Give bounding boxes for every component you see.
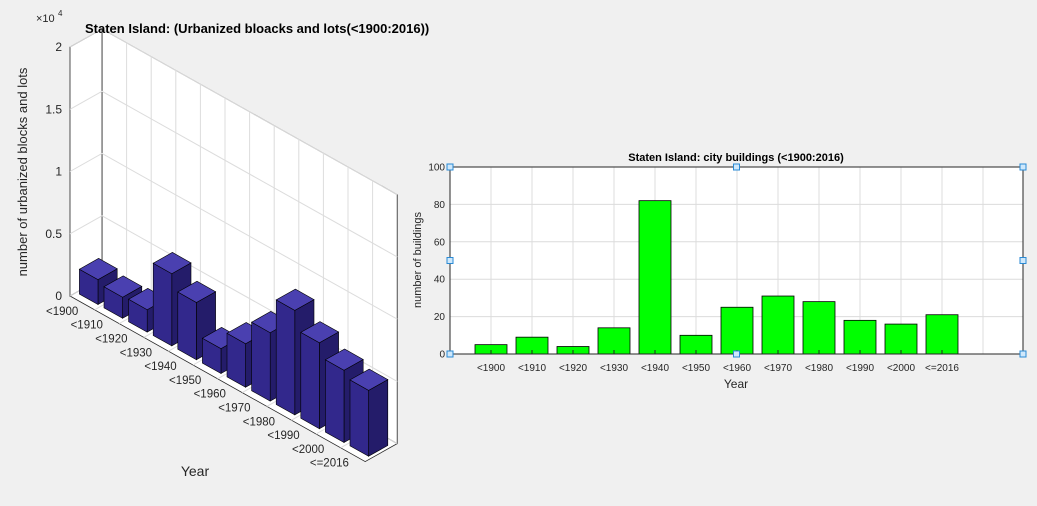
chart3d-bar-top <box>275 288 315 311</box>
chart3d-xtick-label: <1920 <box>95 334 127 346</box>
resize-handle[interactable] <box>1019 163 1027 171</box>
chart3d-bar-side <box>368 379 389 457</box>
chart3d-bar-top <box>300 321 340 344</box>
chart2d-xtick-label: <1950 <box>682 363 711 374</box>
chart3d-bar-top <box>103 275 143 298</box>
chart2d-ytick-label: 100 <box>428 163 445 174</box>
chart3d-xtick-label: <1990 <box>267 430 299 442</box>
chart2d-xtick-label: <1960 <box>723 363 752 374</box>
chart2d-bar <box>720 306 754 355</box>
chart3d-xtick-label: <1900 <box>46 306 78 318</box>
chart3d-ytick-label: 2 <box>55 40 62 54</box>
chart3d-bar-front <box>275 299 296 416</box>
chart2d-xtick-label: <1910 <box>518 363 547 374</box>
chart2d-xtick-label: <1920 <box>559 363 588 374</box>
chart2d-ytick-label: 0 <box>439 350 445 361</box>
chart3d-xtick-label: <1970 <box>218 403 250 415</box>
chart2d-xtick-label: <1900 <box>477 363 506 374</box>
chart2d-ylabel: number of buildings <box>412 212 424 309</box>
chart2d-xtick-label: <2000 <box>887 363 916 374</box>
resize-handle[interactable] <box>1019 257 1027 264</box>
chart2d-bar <box>802 301 836 355</box>
chart2d-bar <box>843 319 877 355</box>
chart2d-xlabel: Year <box>724 377 748 391</box>
chart2d-bar <box>597 327 631 355</box>
chart3d-title: Staten Island: (Urbanized bloacks and lo… <box>85 21 429 36</box>
resize-handle[interactable] <box>446 257 454 264</box>
chart3d-xtick-label: <1960 <box>194 389 226 401</box>
chart2d-ytick-label: 80 <box>434 200 446 211</box>
chart2d-title: Staten Island: city buildings (<1900:201… <box>628 152 844 164</box>
chart2d-ytick-label: 40 <box>434 275 446 286</box>
chart3d-xtick-label: <2000 <box>292 444 324 456</box>
chart3d-ytick-label: 0 <box>55 289 62 303</box>
chart3d-xtick-label: <1980 <box>243 416 275 428</box>
resize-handle[interactable] <box>446 163 454 171</box>
chart3d-xtick-label: <1950 <box>169 375 201 387</box>
chart3d-xtick-label: <1910 <box>71 320 103 332</box>
chart3d-bar-front <box>177 291 197 361</box>
chart2d-bar <box>761 295 795 355</box>
chart3d-bars <box>78 252 389 457</box>
chart3d-bar-top <box>349 368 389 391</box>
chart2d-ytick-label: 20 <box>434 312 446 323</box>
chart-2d-city-buildings[interactable]: 0 20 40 60 80 100 <1900 <1910 <1920 <1930 <1940 <19… <box>412 152 1027 391</box>
chart3d-ytick-label: 1.5 <box>45 102 62 116</box>
chart2d-selection-handles[interactable] <box>446 163 1027 358</box>
chart3d-xtick-label: <1940 <box>144 361 176 373</box>
chart3d-bar-top <box>324 348 364 371</box>
resize-handle[interactable] <box>733 163 740 171</box>
chart3d-bar-front <box>325 359 345 444</box>
chart3d-bar-top <box>152 252 192 275</box>
chart3d-bar-front <box>349 379 369 457</box>
resize-handle[interactable] <box>733 350 740 358</box>
chart2d-xtick-label: <1980 <box>805 363 834 374</box>
chart2d-xtick-label: <=2016 <box>925 363 959 374</box>
chart3d-bar-front <box>152 262 173 347</box>
chart3d-bar <box>177 280 217 361</box>
chart3d-bar <box>349 368 389 457</box>
resize-handle[interactable] <box>446 350 454 358</box>
chart3d-tick-labels: 0 0.5 1 1.5 2 <1900 <1910 <1920<1930 <1940 <1950 <… <box>45 40 349 470</box>
chart3d-ytick-label: 1 <box>55 165 62 179</box>
chart3d-exponent-base: ×10 <box>36 13 55 25</box>
chart3d-bar-top <box>177 280 217 303</box>
chart3d-bar-front <box>251 321 271 402</box>
resize-handle[interactable] <box>1019 350 1027 358</box>
chart3d-exponent-power: 4 <box>58 9 63 18</box>
chart2d-xtick-label: <1930 <box>600 363 629 374</box>
chart3d-xtick-label: <1930 <box>120 347 152 359</box>
chart2d-tick-labels: 0 20 40 60 80 100 <1900 <1910 <1920 <1930 <1940 <19… <box>428 163 959 375</box>
chart3d-xtick-label: <=2016 <box>310 458 349 470</box>
chart2d-bar <box>884 323 918 355</box>
chart2d-xtick-label: <1940 <box>641 363 670 374</box>
chart3d-ylabel: number of urbanized blocks and lots <box>15 67 30 276</box>
chart2d-ytick-label: 60 <box>434 237 446 248</box>
chart2d-bar <box>638 200 672 355</box>
chart3d-xlabel: Year <box>181 463 210 479</box>
chart3d-ytick-label: 0.5 <box>45 227 62 241</box>
chart2d-xtick-label: <1970 <box>764 363 793 374</box>
chart-3d-urbanized-blocks[interactable]: 0 0.5 1 1.5 2 <1900 <1910 <1920<1930 <1940 <1950 <… <box>15 9 429 479</box>
chart3d-bar-front <box>300 331 320 430</box>
chart2d-xtick-label: <1990 <box>846 363 875 374</box>
chart3d-bar-top <box>78 258 118 280</box>
chart2d-bars <box>474 200 959 355</box>
chart2d-bar <box>925 314 959 355</box>
